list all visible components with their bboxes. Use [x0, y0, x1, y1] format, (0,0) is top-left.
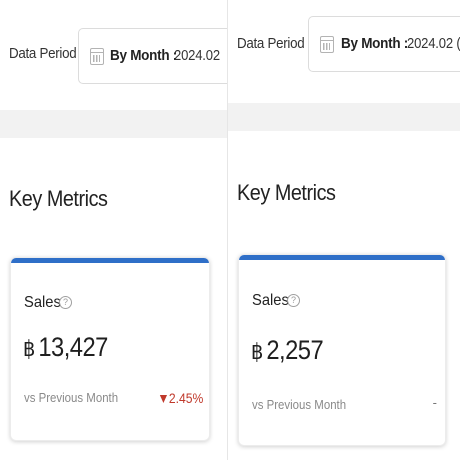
- sales-metric-card[interactable]: Sales ? ฿ 2,257 vs Previous Month -: [238, 254, 446, 446]
- period-mode: By Month :: [110, 47, 178, 64]
- currency-symbol: ฿: [23, 336, 35, 361]
- calendar-icon: [320, 36, 334, 53]
- left-panel: Data Period By Month : 2024.02 Key Metri…: [0, 0, 227, 460]
- metric-value: 2,257: [266, 335, 324, 365]
- delta-badge: 2.45%: [159, 391, 203, 406]
- metric-value-line: ฿ 2,257: [251, 335, 324, 366]
- help-icon[interactable]: ?: [287, 294, 300, 307]
- data-period-label: Data Period: [237, 36, 305, 52]
- period-mode: By Month :: [341, 35, 409, 52]
- metric-title: Sales: [24, 294, 61, 311]
- key-metrics-title: Key Metrics: [237, 180, 336, 205]
- metric-title: Sales: [252, 292, 289, 309]
- delta-value: 2.45%: [168, 391, 203, 406]
- section-divider: [228, 103, 460, 131]
- delta-value: -: [432, 395, 437, 410]
- right-panel: Data Period By Month : 2024.02 (( Key Me…: [227, 0, 460, 460]
- data-period-selector[interactable]: By Month : 2024.02 ((: [308, 16, 460, 72]
- compare-label: vs Previous Month: [252, 397, 347, 412]
- currency-symbol: ฿: [251, 339, 263, 364]
- metric-value: 13,427: [38, 332, 108, 362]
- card-accent-bar: [239, 255, 445, 260]
- section-divider: [0, 110, 227, 138]
- data-period-label: Data Period: [9, 46, 77, 62]
- period-value: 2024.02: [174, 48, 220, 64]
- filter-bar: Data Period By Month : 2024.02: [0, 0, 227, 110]
- help-icon[interactable]: ?: [59, 296, 72, 309]
- period-value: 2024.02 ((: [407, 36, 460, 52]
- calendar-icon: [90, 48, 104, 65]
- card-accent-bar: [11, 258, 209, 263]
- down-arrow-icon: [159, 395, 167, 403]
- compare-label: vs Previous Month: [24, 390, 119, 405]
- data-period-selector[interactable]: By Month : 2024.02: [78, 28, 227, 84]
- filter-bar: Data Period By Month : 2024.02 ((: [228, 0, 460, 103]
- metric-value-line: ฿ 13,427: [23, 332, 108, 363]
- key-metrics-title: Key Metrics: [9, 186, 108, 211]
- sales-metric-card[interactable]: Sales ? ฿ 13,427 vs Previous Month 2.45%: [10, 257, 210, 441]
